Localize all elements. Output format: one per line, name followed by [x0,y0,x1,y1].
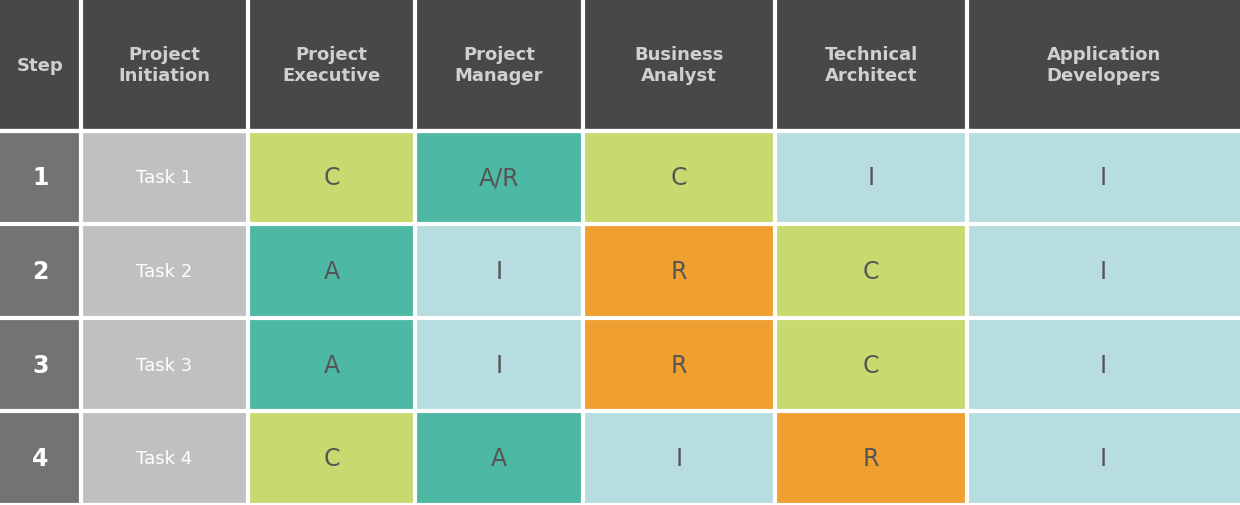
Bar [248,412,415,505]
Text: I: I [1100,166,1107,190]
Bar [0,0,81,131]
Bar [0,412,81,505]
Text: C: C [324,446,340,470]
Bar [775,131,967,225]
Bar [583,131,775,225]
Text: C: C [863,260,879,283]
Text: Task 1: Task 1 [136,169,192,187]
Bar [583,318,775,412]
Bar [81,318,248,412]
Text: I: I [1100,446,1107,470]
Text: I: I [676,446,682,470]
Bar [81,412,248,505]
Bar [415,131,583,225]
Bar [81,131,248,225]
Text: Technical
Architect: Technical Architect [825,46,918,85]
Bar [775,225,967,318]
Bar [775,318,967,412]
Text: I: I [868,166,874,190]
Text: Step: Step [17,57,63,75]
Bar [0,131,81,225]
Text: 4: 4 [32,446,48,470]
Text: C: C [863,353,879,377]
Text: A: A [324,260,340,283]
Text: 1: 1 [32,166,48,190]
Bar [775,412,967,505]
Bar [248,131,415,225]
Bar [775,0,967,131]
Bar [967,318,1240,412]
Bar [415,0,583,131]
Bar [583,225,775,318]
Text: A/R: A/R [479,166,520,190]
Bar [415,412,583,505]
Text: Application
Developers: Application Developers [1047,46,1161,85]
Bar [0,225,81,318]
Bar [967,131,1240,225]
Text: Task 3: Task 3 [136,356,192,374]
Text: C: C [324,166,340,190]
Bar [583,412,775,505]
Text: Project
Manager: Project Manager [455,46,543,85]
Text: R: R [863,446,879,470]
Text: R: R [671,260,687,283]
Bar [81,0,248,131]
Bar [248,225,415,318]
Bar [248,0,415,131]
Text: I: I [496,260,502,283]
Text: I: I [1100,260,1107,283]
Bar [967,412,1240,505]
Bar [81,225,248,318]
Text: Project
Initiation: Project Initiation [118,46,211,85]
Text: C: C [671,166,687,190]
Text: Business
Analyst: Business Analyst [634,46,724,85]
Text: Project
Executive: Project Executive [283,46,381,85]
Bar [415,318,583,412]
Bar [583,0,775,131]
Bar [967,0,1240,131]
Text: I: I [1100,353,1107,377]
Text: A: A [491,446,507,470]
Bar [0,318,81,412]
Text: 2: 2 [32,260,48,283]
Bar [415,225,583,318]
Text: R: R [671,353,687,377]
Text: Task 4: Task 4 [136,449,192,467]
Bar [967,225,1240,318]
Text: Task 2: Task 2 [136,263,192,280]
Text: I: I [496,353,502,377]
Text: A: A [324,353,340,377]
Text: 3: 3 [32,353,48,377]
Bar [248,318,415,412]
